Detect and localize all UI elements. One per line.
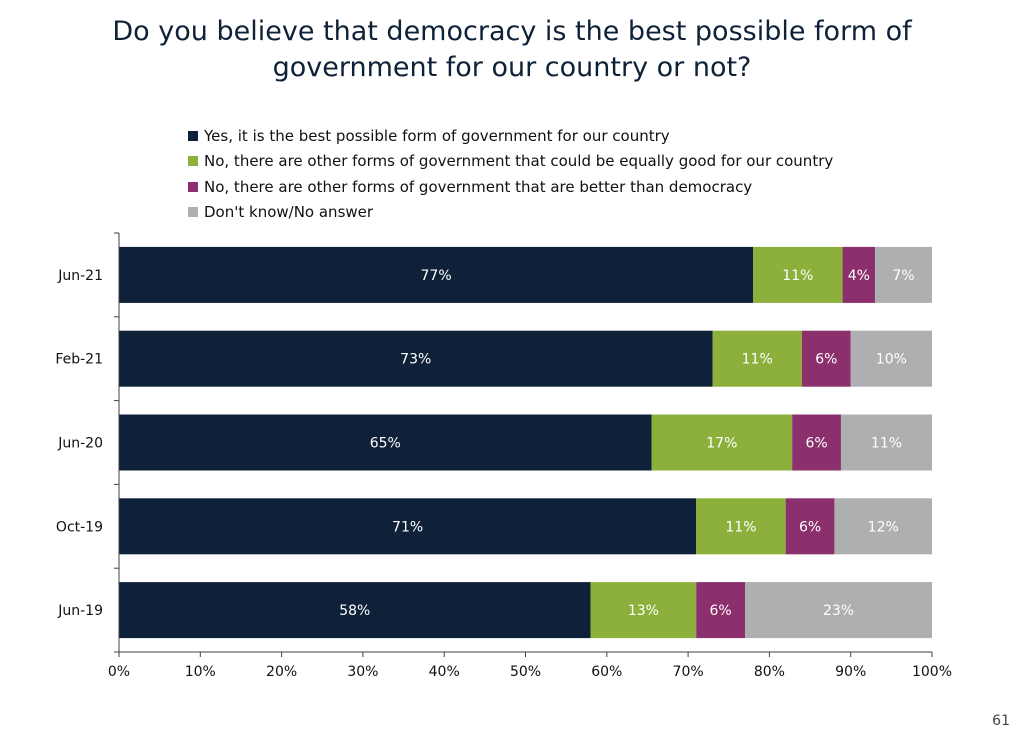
bar-segment <box>119 246 754 303</box>
y-tick-label: Jun-21 <box>57 268 103 284</box>
legend-item-no-better: No, there are other forms of government … <box>188 174 833 200</box>
data-label: 65% <box>370 436 401 452</box>
data-label: 11% <box>725 519 756 535</box>
bar-segment <box>119 498 697 555</box>
x-tick-label: 80% <box>754 664 785 680</box>
legend-swatch <box>188 181 198 192</box>
data-label: 11% <box>742 352 773 368</box>
legend-swatch <box>188 130 198 141</box>
page-number: 61 <box>992 713 1010 729</box>
bar-segment <box>850 330 932 387</box>
bar-segment <box>801 330 851 387</box>
data-label: 12% <box>868 519 899 535</box>
legend-label: Don't know/No answer <box>204 203 374 222</box>
x-tick-label: 60% <box>591 664 622 680</box>
data-label: 6% <box>815 352 837 368</box>
legend-swatch <box>188 207 198 218</box>
data-label: 58% <box>339 603 370 619</box>
chart-title-line-2: government for our country or not? <box>272 52 752 83</box>
chart-legend: Yes, it is the best possible form of gov… <box>188 123 833 225</box>
bar-segment <box>696 582 746 639</box>
x-tick-label: 50% <box>510 664 541 680</box>
bar-segment <box>834 498 932 555</box>
bar-segment <box>651 414 793 471</box>
legend-item-dont-know: Don't know/No answer <box>188 200 833 226</box>
bar-segment <box>792 414 841 471</box>
y-tick-label: Jun-19 <box>57 603 103 619</box>
legend-item-yes-best: Yes, it is the best possible form of gov… <box>188 123 833 149</box>
x-tick-label: 100% <box>912 664 952 680</box>
data-label: 77% <box>421 268 452 284</box>
data-label: 11% <box>782 268 813 284</box>
data-label: 10% <box>876 352 907 368</box>
bar-segment <box>712 330 802 387</box>
y-tick-label: Feb-21 <box>55 352 103 368</box>
x-tick-label: 20% <box>266 664 297 680</box>
x-tick-label: 90% <box>835 664 866 680</box>
data-label: 6% <box>799 519 821 535</box>
bar-segment <box>119 330 713 387</box>
data-label: 7% <box>892 268 914 284</box>
bar-segment <box>745 582 932 639</box>
bar-segment <box>785 498 835 555</box>
legend-item-no-equally-good: No, there are other forms of government … <box>188 149 833 175</box>
bar-segment <box>753 246 843 303</box>
legend-label: Yes, it is the best possible form of gov… <box>204 126 670 145</box>
x-tick-label: 70% <box>673 664 704 680</box>
data-label: 11% <box>871 436 902 452</box>
data-label: 23% <box>823 603 854 619</box>
legend-label: No, there are other forms of government … <box>204 152 834 171</box>
bar-segment <box>119 414 652 471</box>
x-tick-label: 10% <box>185 664 216 680</box>
bar-segment <box>842 246 876 303</box>
x-tick-label: 0% <box>108 664 130 680</box>
data-label: 13% <box>628 603 659 619</box>
data-label: 4% <box>848 268 870 284</box>
chart-title-line-1: Do you believe that democracy is the bes… <box>112 16 912 47</box>
bar-segment <box>590 582 697 639</box>
x-tick-label: 40% <box>429 664 460 680</box>
data-label: 71% <box>392 519 423 535</box>
bar-segment <box>875 246 932 303</box>
bar-segment <box>119 582 591 639</box>
data-label: 6% <box>710 603 732 619</box>
y-tick-label: Oct-19 <box>56 519 103 535</box>
bar-segment <box>840 414 932 471</box>
data-label: 6% <box>805 436 827 452</box>
y-tick-label: Jun-20 <box>57 436 103 452</box>
data-label: 17% <box>706 436 737 452</box>
x-tick-label: 30% <box>347 664 378 680</box>
data-label: 73% <box>400 352 431 368</box>
chart-title: Do you believe that democracy is the bes… <box>60 14 964 86</box>
legend-label: No, there are other forms of government … <box>204 177 753 196</box>
bar-segment <box>696 498 786 555</box>
legend-swatch <box>188 156 198 167</box>
